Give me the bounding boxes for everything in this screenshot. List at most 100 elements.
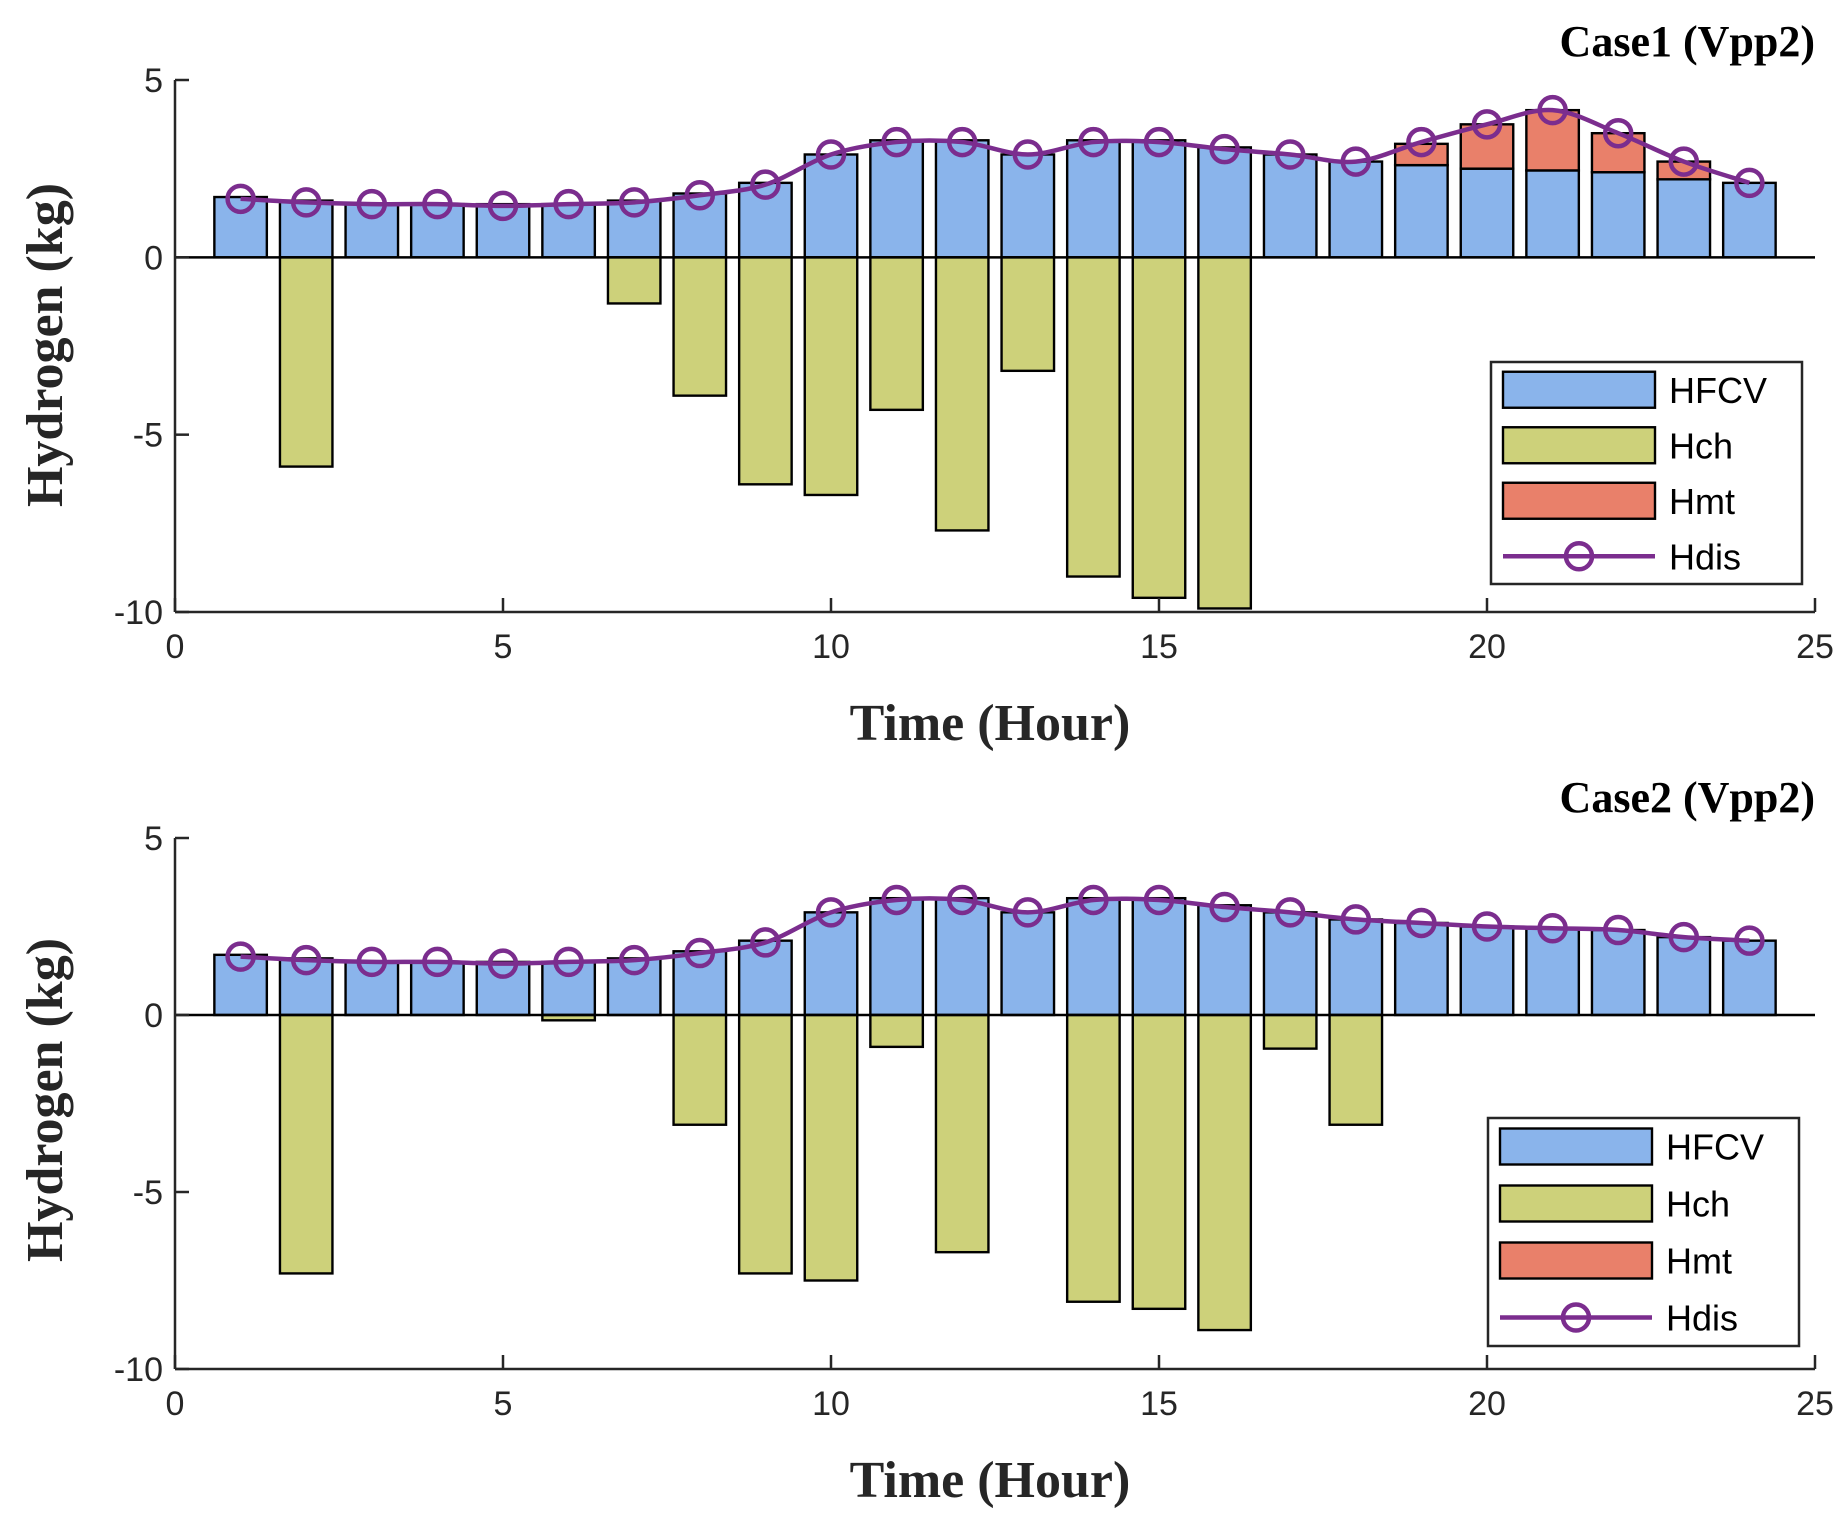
- hfcv-bar: [278, 199, 334, 259]
- legend-label: HFCV: [1669, 370, 1767, 411]
- chart-panel-case2: Case2 (Vpp2) 0 5 10 15 20 25 5 0 -5 -10 Time (Hou…: [17, 773, 1834, 1509]
- hdis-marker: [1340, 146, 1372, 177]
- legend: HFCV Hch Hmt Hdis: [1489, 360, 1804, 586]
- hch-bar: [1065, 1013, 1121, 1303]
- hdis-line: [240, 896, 1750, 966]
- hfcv-bar: [541, 960, 597, 1017]
- x-tick-label: 5: [494, 1385, 513, 1423]
- x-tick-label: 25: [1796, 1385, 1834, 1423]
- axes-layer: 0 5 10 15 20 25 5 0 -5 -10: [114, 62, 1834, 666]
- x-tick-label: 25: [1796, 628, 1834, 666]
- x-tick-label: 0: [166, 1385, 185, 1423]
- legend-swatch-hmt: [1498, 1241, 1654, 1280]
- hdis-line-layer: [225, 884, 1765, 979]
- hdis-marker: [1012, 139, 1044, 170]
- legend-swatch-hch: [1498, 1184, 1654, 1223]
- hdis-marker: [1602, 117, 1634, 149]
- hch-bar: [934, 256, 990, 532]
- x-axis-title: Time (Hour): [850, 695, 1131, 752]
- x-tick-label: 20: [1468, 1385, 1506, 1423]
- hdis-marker: [1274, 897, 1306, 928]
- hdis-marker: [225, 941, 256, 972]
- hdis-marker: [1668, 146, 1700, 177]
- hfcv-bar: [672, 950, 728, 1017]
- hch-bar: [1197, 256, 1253, 610]
- legend-swatch-hfcv: [1501, 370, 1657, 409]
- hmt-bar: [1525, 108, 1581, 172]
- panel-title: Case2 (Vpp2): [1560, 773, 1815, 822]
- legend-label: Hmt: [1669, 481, 1735, 522]
- legend-swatch-hfcv: [1498, 1127, 1654, 1166]
- hdis-marker: [946, 884, 978, 916]
- hfcv-bar: [934, 139, 990, 259]
- hdis-marker: [487, 190, 519, 222]
- y-tick-label: -10: [114, 1351, 163, 1389]
- hch-bar: [934, 1013, 990, 1254]
- hdis-marker: [946, 126, 978, 158]
- hdis-marker: [487, 948, 519, 979]
- hch-bar: [869, 256, 925, 412]
- legend-swatch-hmt: [1501, 481, 1657, 520]
- hfcv-bar: [803, 911, 859, 1017]
- hdis-marker: [1471, 109, 1503, 140]
- hfcv-bar: [1131, 896, 1187, 1017]
- bar-layer: [213, 108, 1777, 610]
- legend-label: HFCV: [1666, 1127, 1764, 1168]
- hfcv-bar: [606, 199, 662, 259]
- hdis-marker: [750, 169, 781, 200]
- y-tick-label: 0: [144, 239, 163, 277]
- x-tick-label: 15: [1140, 1385, 1178, 1423]
- hdis-marker: [553, 946, 584, 978]
- hdis-marker: [553, 188, 584, 220]
- hfcv-bar: [737, 939, 793, 1017]
- hfcv-bar: [1393, 163, 1449, 259]
- hdis-marker: [1078, 884, 1109, 916]
- hfcv-bar: [541, 202, 597, 259]
- hdis-marker: [356, 946, 388, 978]
- hch-bar: [672, 256, 728, 397]
- legend-label: Hdis: [1666, 1298, 1738, 1339]
- hfcv-bar: [869, 139, 925, 259]
- hch-bar: [803, 256, 859, 497]
- hdis-marker: [1209, 891, 1240, 923]
- hfcv-bar: [869, 896, 925, 1017]
- hfcv-bar: [803, 153, 859, 259]
- x-tick-label: 0: [166, 628, 185, 666]
- hdis-marker: [815, 139, 847, 170]
- hdis-marker: [422, 946, 453, 978]
- hch-bar: [1065, 256, 1121, 578]
- hdis-line-layer: [225, 94, 1765, 222]
- hch-bar: [1197, 1013, 1253, 1332]
- hfcv-bar: [1262, 911, 1318, 1017]
- legend-swatch-hch: [1501, 426, 1657, 465]
- hch-bar: [803, 1013, 859, 1282]
- hfcv-bar: [1328, 918, 1384, 1017]
- y-axis-title: Hydrogen (kg): [17, 183, 74, 507]
- hdis-marker: [618, 944, 650, 976]
- hfcv-bar: [1131, 139, 1187, 259]
- hfcv-bar: [1525, 169, 1581, 259]
- hch-bar: [1131, 1013, 1187, 1311]
- hfcv-bar: [344, 960, 400, 1017]
- hdis-marker: [1668, 921, 1700, 953]
- hch-bar: [1000, 256, 1056, 373]
- hdis-marker: [1143, 884, 1175, 916]
- hch-bar: [869, 1013, 925, 1049]
- legend: HFCV Hch Hmt Hdis: [1486, 1116, 1801, 1348]
- hdis-marker: [422, 188, 453, 220]
- hdis-line: [240, 107, 1751, 209]
- bar-layer: [213, 896, 1777, 1332]
- hfcv-bar: [672, 192, 728, 259]
- y-tick-label: -5: [133, 417, 163, 455]
- hdis-marker: [1274, 139, 1306, 170]
- hfcv-bar: [1065, 139, 1121, 259]
- hch-bar: [278, 1013, 334, 1275]
- hdis-marker: [1406, 126, 1437, 158]
- hdis-marker: [1734, 167, 1765, 199]
- hch-bar: [606, 256, 662, 305]
- hch-bar: [737, 256, 793, 486]
- hfcv-bar: [1262, 153, 1318, 259]
- legend-swatch-marker: [1560, 1302, 1592, 1333]
- y-tick-label: 0: [144, 997, 163, 1035]
